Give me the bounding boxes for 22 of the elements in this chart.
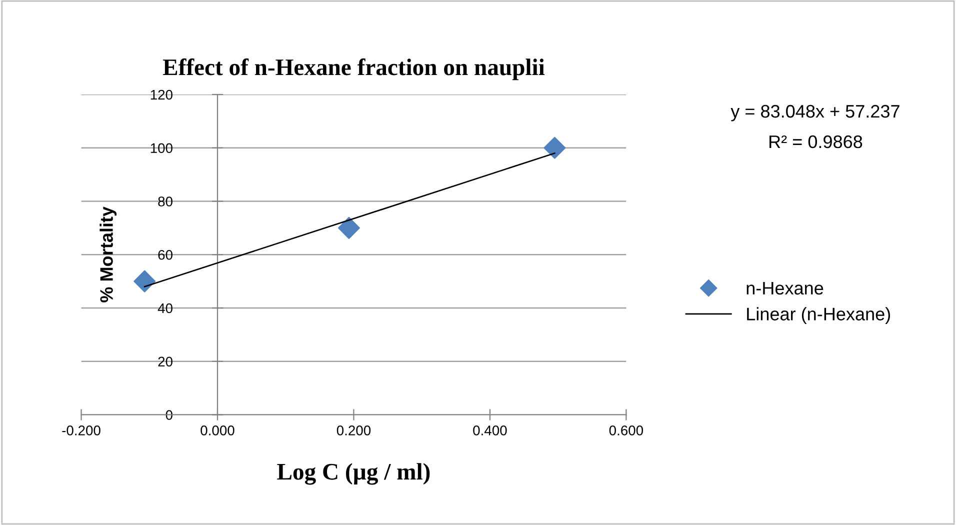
y-tick-label: 80 (158, 196, 172, 206)
y-tick-label: 20 (158, 356, 172, 367)
point (338, 216, 360, 239)
legend-label: n-Hexane (746, 282, 824, 295)
x-tick-label: 0.000 (200, 426, 234, 436)
y-axis-title: % Mortality (100, 206, 117, 302)
y-tick-label: 120 (150, 90, 172, 100)
text: R² = 0.9868 (770, 135, 862, 148)
y-tick-label: 100 (150, 143, 172, 154)
y-tick-label: 40 (158, 303, 172, 314)
legend-label: Linear (n-Hexane) (747, 307, 890, 324)
y-tick-label: 0 (166, 410, 172, 420)
chart-title: Effect of n-Hexane fraction on nauplii (162, 58, 545, 80)
x-tick-label: -0.200 (62, 426, 100, 436)
x-tick-label: 0.400 (473, 426, 507, 436)
x-tick-label: 0.600 (609, 426, 644, 436)
x-tick-label: 0.200 (336, 426, 371, 436)
point (544, 136, 566, 159)
text: y = 83.048x + 57.237 (730, 104, 900, 122)
x-axis-title: Log C (µg / ml) (277, 463, 430, 485)
point (134, 270, 156, 292)
y-tick-label: 60 (158, 250, 172, 260)
